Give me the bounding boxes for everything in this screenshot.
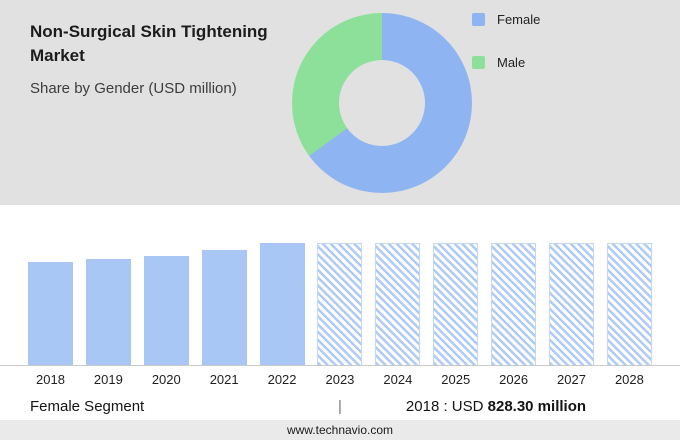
stat-2018: 2018 : USD 828.30 million <box>342 398 650 415</box>
bar-2025 <box>433 243 479 365</box>
bar-2024 <box>375 243 421 365</box>
bar-2022 <box>259 243 305 365</box>
donut-chart <box>292 13 472 193</box>
bar-label-2021: 2021 <box>209 371 239 387</box>
bar-label-2024: 2024 <box>383 371 413 387</box>
bar-2027 <box>549 243 595 365</box>
bar-2026 <box>491 243 537 365</box>
segment-label: Female Segment <box>30 397 145 415</box>
bar-label-2027: 2027 <box>557 371 586 387</box>
header-panel: Non-Surgical Skin Tightening Market Shar… <box>0 0 680 205</box>
stat-prefix: 2018 : USD <box>405 397 488 415</box>
stat-value: 828.30 million <box>487 397 587 415</box>
page-subtitle: Share by Gender (USD million) <box>30 79 237 97</box>
bar-2020 <box>143 256 189 365</box>
summary-row: Female Segment | 2018 : USD 828.30 milli… <box>0 392 680 420</box>
header-text-block: Non-Surgical Skin Tightening Market Shar… <box>30 20 300 97</box>
bar-label-2023: 2023 <box>325 371 355 387</box>
bar-label-2026: 2026 <box>499 371 529 387</box>
bar-label-2022: 2022 <box>267 371 297 387</box>
bar-chart-section: 2018 2019 2020 2021 2022 2023 2024 2025 2026 2027… <box>0 205 680 392</box>
legend-item-male: Male <box>472 55 540 70</box>
bar-chart-labels: 2018 2019 2020 2021 2022 2023 2024 2025 2026 2027… <box>0 366 680 392</box>
summary-divider: | <box>338 397 342 415</box>
bar-label-2019: 2019 <box>93 371 123 387</box>
bar-2021 <box>201 250 247 365</box>
bar-2018 <box>28 262 73 365</box>
bar-2023 <box>317 243 363 365</box>
male-color-swatch <box>472 56 485 69</box>
legend-label-male: Male <box>497 55 526 70</box>
bar-label-2028: 2028 <box>614 371 644 387</box>
female-color-swatch <box>472 13 485 26</box>
footer-bar: www.technavio.com <box>0 420 680 440</box>
bar-label-2025: 2025 <box>441 371 471 387</box>
bar-chart-bars <box>0 243 680 366</box>
legend-item-female: Female <box>472 12 540 27</box>
bar-label-2020: 2020 <box>151 371 181 387</box>
legend-label-female: Female <box>497 12 541 27</box>
bar-label-2018: 2018 <box>36 371 65 387</box>
chart-legend: Female Male <box>472 12 540 98</box>
page-title: Non-Surgical Skin Tightening Market <box>30 22 268 65</box>
bar-2028 <box>606 243 652 365</box>
bar-2019 <box>85 259 131 365</box>
footer-website: www.technavio.com <box>286 423 394 437</box>
